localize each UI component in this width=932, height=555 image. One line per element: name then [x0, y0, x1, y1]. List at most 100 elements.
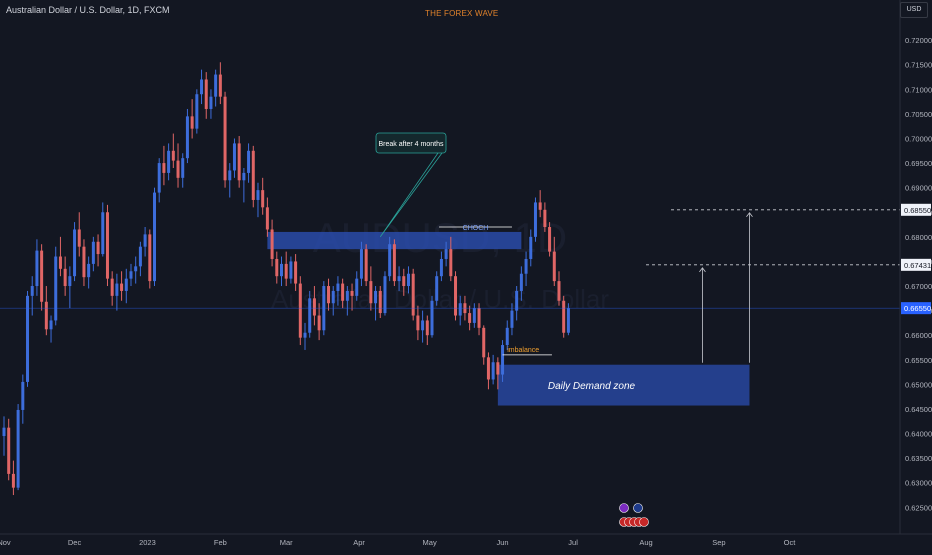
candle-bear[interactable] [44, 301, 48, 330]
candle-bull[interactable] [308, 298, 312, 333]
candle-bull[interactable] [303, 332, 307, 338]
candle-bear[interactable] [416, 315, 420, 331]
candle-bear[interactable] [251, 150, 255, 200]
candle-bear[interactable] [392, 244, 396, 282]
candle-bull[interactable] [421, 320, 425, 331]
candle-bear[interactable] [486, 357, 490, 380]
symbol-title[interactable]: Australian Dollar / U.S. Dollar, 1D, FXC… [6, 5, 170, 15]
candle-bull[interactable] [26, 295, 30, 382]
candle-bear[interactable] [449, 249, 453, 277]
candle-bull[interactable] [49, 320, 53, 330]
candle-bull[interactable] [336, 283, 340, 291]
candle-bull[interactable] [289, 261, 293, 279]
flag-event-icon[interactable] [633, 503, 643, 513]
candle-bear[interactable] [543, 209, 547, 228]
candle-bear[interactable] [294, 261, 298, 284]
candle-bull[interactable] [256, 190, 260, 200]
candle-bear[interactable] [275, 258, 279, 277]
candle-bull[interactable] [439, 258, 443, 277]
candle-bear[interactable] [341, 283, 345, 301]
candle-bull[interactable] [143, 234, 147, 247]
candle-bear[interactable] [261, 190, 265, 208]
lightning-event-icon[interactable] [619, 503, 629, 513]
candle-bull[interactable] [331, 290, 335, 304]
candle-bear[interactable] [11, 473, 15, 488]
candle-bull[interactable] [388, 244, 392, 277]
candle-bull[interactable] [68, 276, 72, 287]
candle-bull[interactable] [383, 276, 387, 314]
candle-bull[interactable] [345, 290, 349, 301]
candle-bear[interactable] [265, 207, 269, 230]
candle-bull[interactable] [501, 345, 505, 375]
candle-bull[interactable] [242, 172, 246, 181]
candle-bull[interactable] [16, 409, 20, 488]
candle-bear[interactable] [63, 268, 67, 287]
candle-bull[interactable] [232, 143, 236, 171]
candle-bull[interactable] [115, 283, 119, 296]
candle-bear[interactable] [298, 283, 302, 338]
candle-bull[interactable] [529, 236, 533, 259]
candle-bull[interactable] [138, 246, 142, 267]
candle-bear[interactable] [237, 143, 241, 181]
candle-bear[interactable] [327, 286, 331, 304]
candle-bull[interactable] [101, 212, 105, 255]
candle-bear[interactable] [350, 290, 354, 296]
candle-bull[interactable] [458, 303, 462, 316]
candle-bull[interactable] [430, 300, 434, 336]
candle-bear[interactable] [171, 150, 175, 161]
candle-bear[interactable] [364, 249, 368, 282]
candle-bear[interactable] [176, 160, 180, 178]
level-price-badge[interactable] [901, 203, 931, 216]
candle-bear[interactable] [369, 281, 373, 304]
candle-bear[interactable] [454, 276, 458, 316]
candle-bull[interactable] [355, 278, 359, 296]
candle-bear[interactable] [538, 202, 542, 210]
candle-bear[interactable] [218, 74, 222, 97]
candle-bear[interactable] [402, 276, 406, 287]
last-price-badge[interactable] [901, 302, 931, 315]
currency-button[interactable]: USD [900, 2, 928, 18]
candle-bull[interactable] [129, 271, 133, 279]
candle-bear[interactable] [468, 313, 472, 323]
candle-bull[interactable] [279, 263, 283, 277]
candle-bear[interactable] [425, 320, 429, 336]
candle-bear[interactable] [162, 163, 166, 173]
candle-bear[interactable] [496, 362, 500, 375]
candle-bull[interactable] [35, 250, 39, 287]
candle-bull[interactable] [519, 273, 523, 291]
candle-bear[interactable] [120, 283, 124, 291]
candle-bear[interactable] [312, 298, 316, 316]
candle-bear[interactable] [270, 229, 274, 259]
candle-bear[interactable] [378, 290, 382, 314]
candle-bull[interactable] [30, 286, 34, 296]
candle-bull[interactable] [153, 192, 157, 282]
candle-bear[interactable] [190, 116, 194, 129]
candle-bull[interactable] [491, 362, 495, 380]
candle-bull[interactable] [505, 327, 509, 346]
economic-event-icon[interactable] [639, 517, 649, 527]
candle-bull[interactable] [444, 249, 448, 259]
candle-bull[interactable] [359, 249, 363, 279]
candle-bull[interactable] [214, 74, 218, 97]
candle-bull[interactable] [247, 150, 251, 173]
price-axis[interactable]: 0.72000 0.71500 0.71000 0.70500 0.70000 0.695… [899, 0, 932, 534]
candle-bear[interactable] [552, 251, 556, 282]
candle-bull[interactable] [228, 170, 232, 181]
candle-bear[interactable] [548, 227, 552, 252]
candle-bull[interactable] [2, 427, 6, 437]
candles-layer[interactable] [2, 62, 570, 496]
candle-bull[interactable] [54, 256, 58, 321]
candle-bull[interactable] [21, 381, 25, 410]
candle-bull[interactable] [73, 229, 77, 277]
break-callout-box[interactable] [375, 132, 447, 154]
candle-bear[interactable] [557, 281, 561, 301]
candle-bull[interactable] [134, 266, 138, 272]
candle-bear[interactable] [96, 241, 100, 255]
candle-bear[interactable] [284, 263, 288, 279]
candle-bull[interactable] [200, 79, 204, 95]
candle-bull[interactable] [435, 276, 439, 301]
candle-bear[interactable] [58, 256, 62, 269]
candle-bear[interactable] [411, 273, 415, 316]
candle-bull[interactable] [124, 278, 128, 291]
